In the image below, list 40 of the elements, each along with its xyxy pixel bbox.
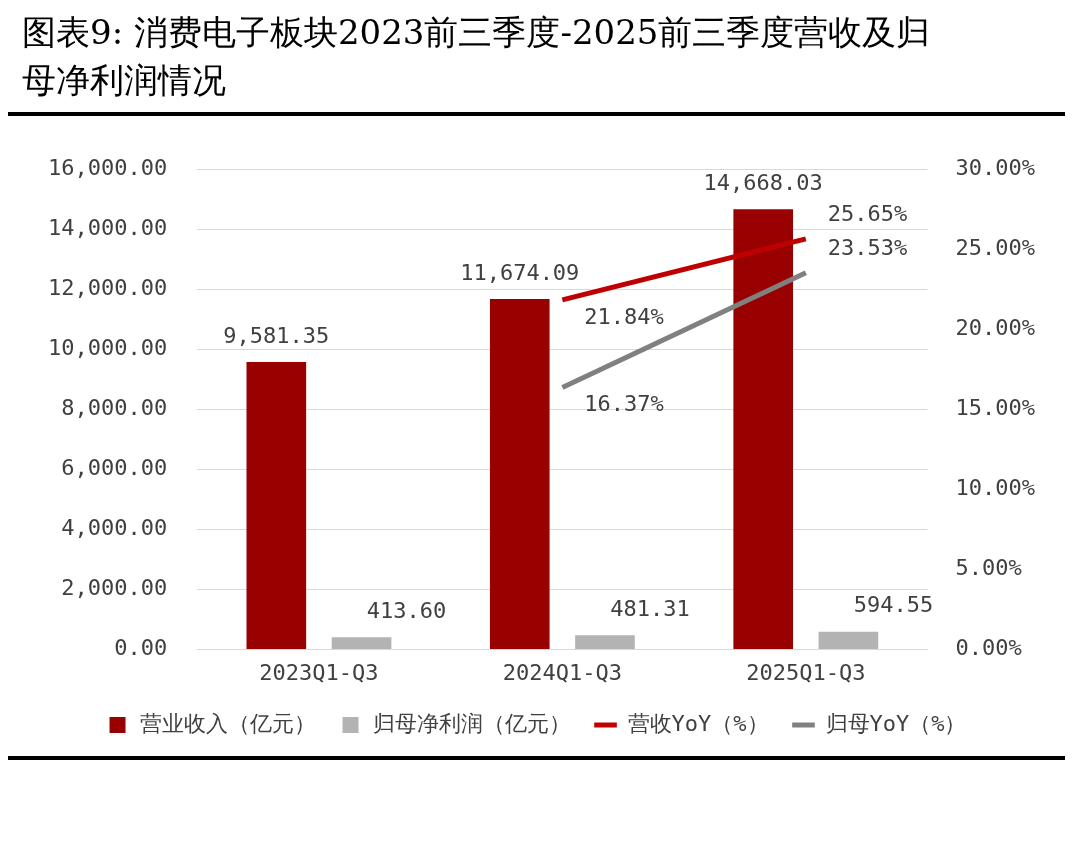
bar: [818, 631, 879, 650]
data-label: 23.53%: [827, 234, 908, 260]
data-label: 14,668.03: [703, 169, 823, 195]
data-label: 413.60: [366, 597, 447, 623]
y-tick-label: 10,000.00: [47, 335, 168, 361]
y-tick-label: 0.00: [114, 635, 168, 661]
data-label: 21.84%: [584, 303, 664, 329]
legend-label: 营业收入（亿元）: [139, 710, 316, 736]
data-label: 594.55: [853, 592, 934, 618]
chart-title: 图表9: 消费电子板块2023前三季度-2025前三季度营收及归母净利润情况: [21, 11, 932, 102]
y-tick-label: 12,000.00: [47, 275, 168, 301]
data-label: 481.31: [610, 595, 690, 621]
data-label: 9,581.35: [223, 322, 330, 348]
y2-tick-label: 10.00%: [955, 475, 1036, 501]
legend-label: 营收YoY（%）: [627, 710, 769, 736]
y-tick-label: 6,000.00: [61, 455, 168, 481]
y-tick-label: 4,000.00: [61, 515, 168, 541]
y2-tick-label: 25.00%: [955, 234, 1036, 260]
y-tick-label: 14,000.00: [47, 214, 168, 240]
y-tick-label: 2,000.00: [61, 575, 168, 601]
x-tick-label: 2023Q1-Q3: [259, 659, 379, 685]
y2-tick-label: 30.00%: [955, 154, 1036, 180]
data-label: 25.65%: [827, 200, 908, 226]
data-label: 11,674.09: [460, 259, 580, 285]
bar: [575, 635, 635, 650]
y2-tick-label: 20.00%: [955, 315, 1036, 341]
x-tick-label: 2024Q1-Q3: [502, 659, 622, 685]
y-tick-label: 8,000.00: [61, 395, 168, 421]
y-tick-label: 16,000.00: [47, 154, 168, 180]
bar: [331, 637, 392, 650]
y2-tick-label: 15.00%: [955, 395, 1036, 421]
y2-tick-label: 5.00%: [955, 555, 1022, 581]
data-label: 16.37%: [584, 391, 664, 417]
legend-label: 归母YoY（%）: [825, 710, 967, 736]
legend-label: 归母净利润（亿元）: [372, 710, 571, 736]
bar: [246, 361, 307, 650]
x-tick-label: 2025Q1-Q3: [746, 659, 866, 685]
bar: [489, 299, 550, 650]
y2-tick-label: 0.00%: [955, 635, 1022, 661]
bar: [733, 209, 794, 650]
